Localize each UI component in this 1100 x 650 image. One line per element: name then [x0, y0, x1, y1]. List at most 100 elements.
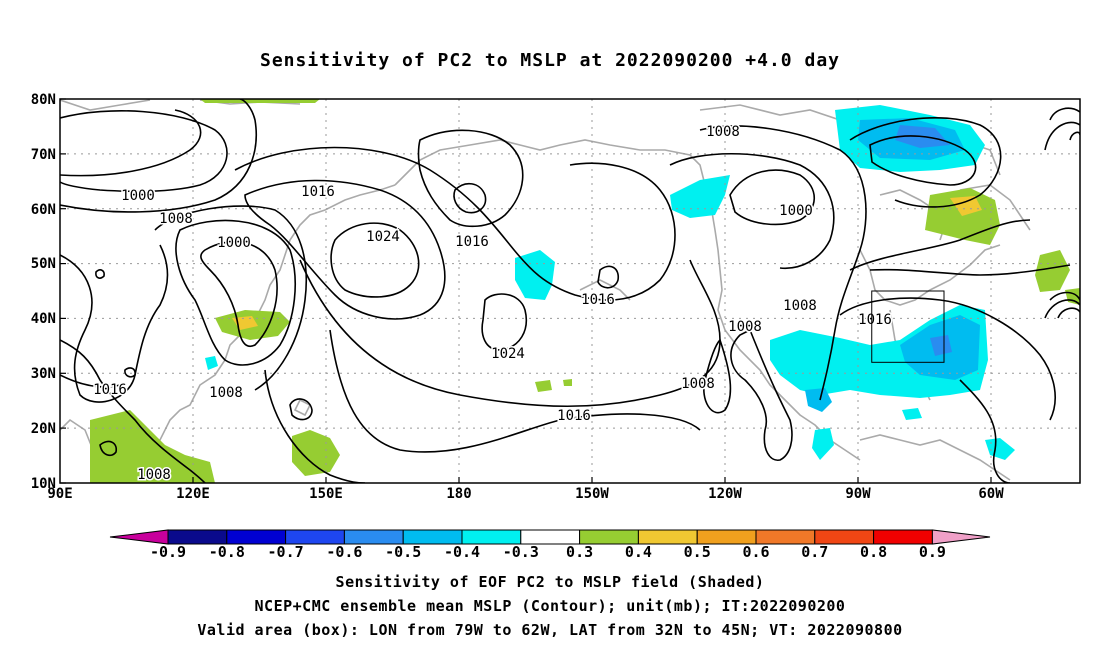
- shade-pos-philippine-sea: [292, 430, 340, 476]
- contour-label: 1024: [491, 346, 525, 362]
- shade-pos-hawaii: [535, 380, 552, 392]
- contour-label: 1016: [858, 312, 892, 328]
- contour-label: 1000: [217, 235, 251, 251]
- shade-neg-us-east-core: [930, 335, 952, 356]
- contour-labels: 1008 1000 1008 1016 1024 1000 1016 1016 …: [92, 123, 894, 484]
- colorbar-swatch: [461, 529, 522, 545]
- colorbar-label: 0.5: [684, 543, 711, 561]
- colorbar-swatch: [696, 529, 757, 545]
- contour-line: [1044, 299, 1080, 319]
- lon-label: 90W: [845, 486, 871, 502]
- colorbar-label: -0.7: [268, 543, 304, 561]
- contour-label: 1008: [209, 385, 243, 401]
- shade-pos-labrador-core: [950, 196, 982, 216]
- contour-label: 1008: [706, 124, 740, 140]
- mslp-contours: [60, 99, 1080, 483]
- contour-line: [60, 109, 202, 177]
- contour-label: 1016: [557, 408, 591, 424]
- colorbar-label: -0.4: [444, 543, 480, 561]
- shade-pos-hawaii-2: [563, 379, 572, 386]
- lat-label: 70N: [31, 147, 56, 163]
- contour-line: [95, 269, 105, 279]
- contour-line: [839, 297, 1056, 421]
- colorbar-swatch: [285, 529, 345, 545]
- contour-line: [1049, 107, 1080, 121]
- contour-line: [234, 146, 676, 301]
- colorbar-label: -0.9: [150, 543, 186, 561]
- colorbar-label: 0.9: [919, 543, 946, 561]
- shade-neg-atlantic-south: [985, 438, 1015, 460]
- contour-line: [329, 329, 701, 453]
- shade-neg-alaska: [670, 175, 730, 218]
- colorbar-label: -0.6: [326, 543, 362, 561]
- shade-pos-atlantic-east: [1035, 250, 1070, 292]
- shade-pos-labrador: [925, 188, 1000, 245]
- contour-line: [60, 374, 121, 388]
- contour-line: [669, 152, 835, 270]
- contour-line: [481, 293, 527, 351]
- lat-label: 50N: [31, 256, 56, 272]
- contour-label: 1008: [137, 467, 171, 483]
- tick-marks: [60, 98, 992, 484]
- lon-label: 60W: [978, 486, 1004, 502]
- contour-line: [200, 241, 278, 347]
- contour-line: [869, 264, 1071, 276]
- contour-line: [175, 219, 296, 366]
- graticule: [60, 99, 1080, 483]
- colorbar-swatch: [814, 529, 875, 545]
- contour-label: 1000: [779, 203, 813, 219]
- contour-label: 1008: [728, 319, 762, 335]
- lat-label: 80N: [31, 92, 56, 108]
- valid-area-box: [871, 290, 945, 363]
- colorbar-label: 0.7: [801, 543, 828, 561]
- colorbar-swatch: [402, 529, 463, 545]
- lon-label: 180: [446, 486, 471, 502]
- contour-line: [730, 328, 793, 461]
- colorbar-swatch: [873, 529, 933, 545]
- lat-label: 60N: [31, 202, 56, 218]
- contour-line: [417, 129, 524, 228]
- contour-line: [99, 440, 118, 457]
- lat-label: 30N: [31, 366, 56, 382]
- contour-line: [60, 339, 206, 483]
- contour-line: [299, 259, 721, 407]
- colorbar-swatch: [520, 529, 581, 545]
- caption-valid-area: Valid area (box): LON from 79W to 62W, L…: [197, 621, 903, 639]
- contour-label: 1008: [681, 376, 715, 392]
- colorbar-swatch: [637, 529, 698, 545]
- contour-label: 1008: [159, 211, 193, 227]
- lat-label: 20N: [31, 421, 56, 437]
- colorbar-label: -0.3: [503, 543, 539, 561]
- contour-line: [124, 367, 136, 378]
- contour-line: [849, 116, 1002, 208]
- contour-line: [289, 398, 313, 421]
- colorbar-label: -0.8: [209, 543, 245, 561]
- longitude-labels: 90E 120E 150E 180 150W 120W 90W 60W: [47, 486, 1004, 502]
- colorbar-label: 0.4: [625, 543, 652, 561]
- contour-line: [869, 135, 977, 186]
- shade-neg-caribbean: [812, 428, 834, 460]
- contour-label: 1008: [783, 298, 817, 314]
- lat-label: 40N: [31, 311, 56, 327]
- colorbar-high-extension: [931, 529, 991, 545]
- colorbar-swatch: [343, 529, 404, 545]
- colorbar: -0.9 -0.8 -0.7 -0.6 -0.5 -0.4 -0.3 0.3 0.4 0.5 0.6…: [109, 529, 991, 561]
- contour-line: [1049, 291, 1080, 301]
- contour-line: [60, 110, 228, 193]
- contour-label: 1016: [581, 292, 615, 308]
- contour-line: [597, 265, 620, 289]
- contour-line: [60, 244, 169, 403]
- colorbar-label: 0.3: [566, 543, 593, 561]
- lon-label: 150W: [575, 486, 609, 502]
- contour-line: [849, 219, 1031, 271]
- lon-label: 120W: [708, 486, 742, 502]
- colorbar-swatch: [755, 529, 816, 545]
- colorbar-label: -0.5: [385, 543, 421, 561]
- colorbar-label: 0.8: [860, 543, 887, 561]
- contour-label: 1000: [121, 188, 155, 204]
- contour-line: [699, 125, 867, 401]
- contour-line: [729, 169, 815, 226]
- colorbar-low-extension: [109, 529, 169, 545]
- contour-line: [1057, 307, 1080, 319]
